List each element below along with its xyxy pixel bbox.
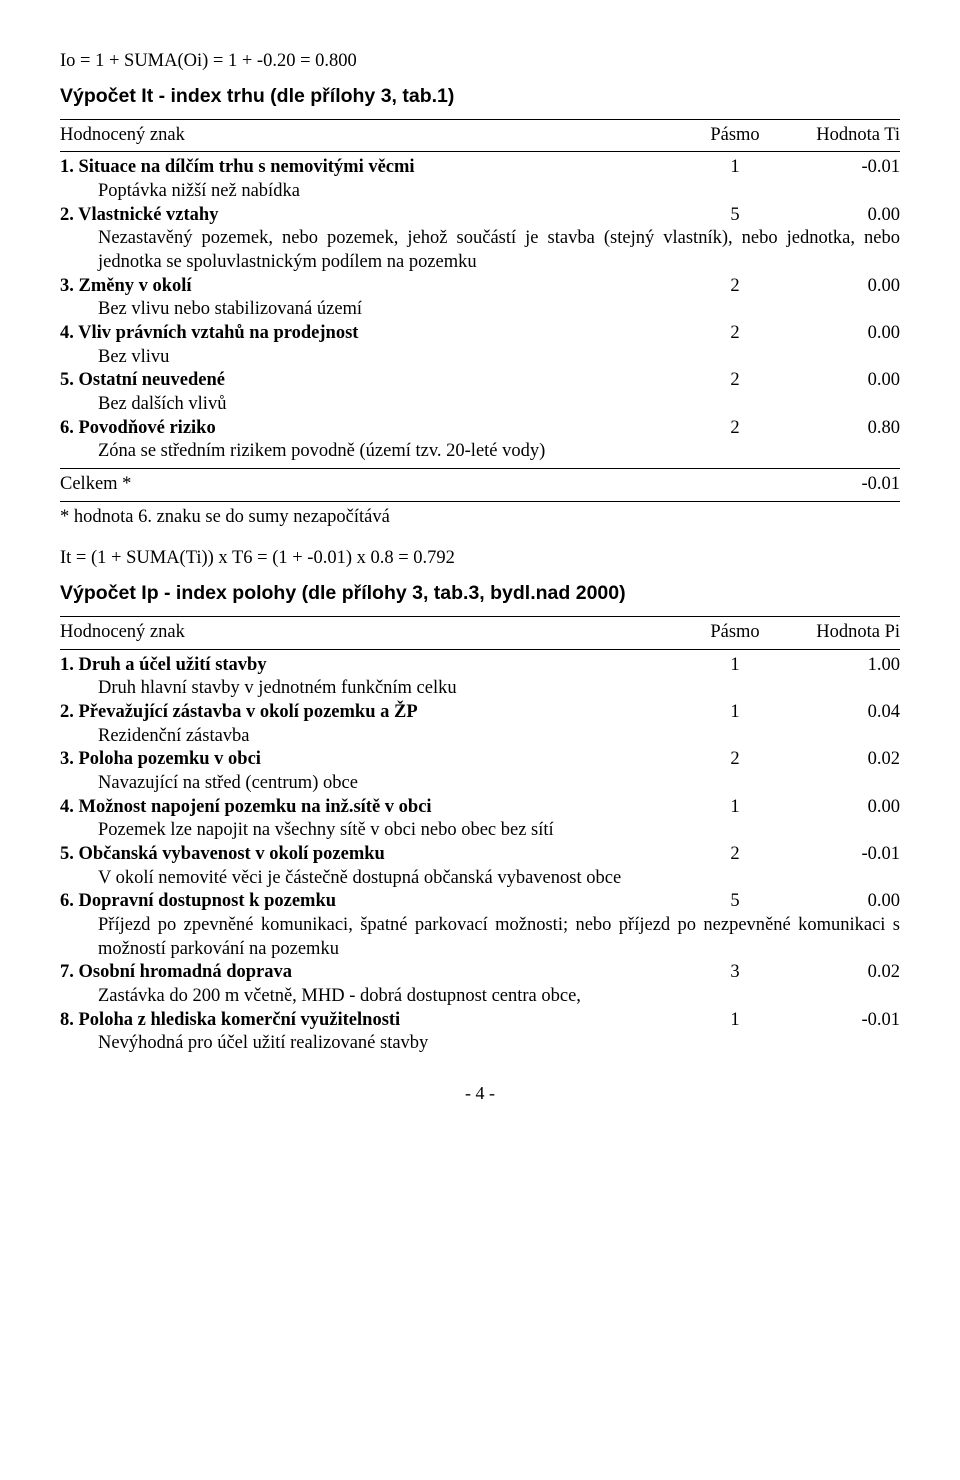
col-header-hodnota: Hodnota Ti [780,124,900,148]
ip-item: 2. Převažující zástavba v okolí pozemku … [60,701,900,748]
ip-item-value: 0.04 [780,701,900,725]
divider [60,151,900,152]
ip-item: 7. Osobní hromadná doprava 3 0.02 Zastáv… [60,961,900,1008]
ip-item: 4. Možnost napojení pozemku na inž.sítě … [60,796,900,843]
page-number: - 4 - [60,1082,900,1105]
section-ip-heading: Výpočet Ip - index polohy (dle přílohy 3… [60,581,900,606]
ip-item-band: 3 [690,961,780,985]
ip-item-title: 2. Převažující zástavba v okolí pozemku … [60,701,690,725]
it-item-sub: Bez vlivu nebo stabilizovaná území [98,298,900,322]
it-item: 2. Vlastnické vztahy 5 0.00 Nezastavěný … [60,204,900,275]
ip-item-sub: Příjezd po zpevněné komunikaci, špatné p… [98,914,900,961]
it-item-title: 1. Situace na dílčím trhu s nemovitými v… [60,156,690,180]
it-header-row: Hodnocený znak Pásmo Hodnota Ti [60,124,900,148]
it-item-title: 4. Vliv právních vztahů na prodejnost [60,322,690,346]
mid-formula: It = (1 + SUMA(Ti)) x T6 = (1 + -0.01) x… [60,547,900,571]
divider [60,649,900,650]
it-item-band: 2 [690,275,780,299]
ip-item-value: -0.01 [780,843,900,867]
ip-item-title: 6. Dopravní dostupnost k pozemku [60,890,690,914]
it-item-sub: Nezastavěný pozemek, nebo pozemek, jehož… [98,227,900,274]
it-item-band: 2 [690,322,780,346]
ip-item-band: 1 [690,1009,780,1033]
ip-item-sub: V okolí nemovité věci je částečně dostup… [98,867,900,891]
ip-item-sub: Rezidenční zástavba [98,725,900,749]
it-item-value: 0.80 [780,417,900,441]
ip-item-title: 7. Osobní hromadná doprava [60,961,690,985]
it-total-label: Celkem * [60,473,780,497]
ip-item-sub: Druh hlavní stavby v jednotném funkčním … [98,677,900,701]
col-header-znak: Hodnocený znak [60,621,690,645]
ip-item-sub: Navazující na střed (centrum) obce [98,772,900,796]
divider [60,119,900,120]
col-header-hodnota: Hodnota Pi [780,621,900,645]
it-item-value: 0.00 [780,322,900,346]
ip-item-title: 8. Poloha z hlediska komerční využitelno… [60,1009,690,1033]
it-total-row: Celkem * -0.01 [60,473,900,497]
ip-item-value: 0.00 [780,890,900,914]
it-total-value: -0.01 [780,473,900,497]
ip-item-value: 1.00 [780,654,900,678]
it-item-sub: Bez vlivu [98,346,900,370]
ip-item: 3. Poloha pozemku v obci 2 0.02 Navazují… [60,748,900,795]
ip-item-value: 0.00 [780,796,900,820]
it-item: 5. Ostatní neuvedené 2 0.00 Bez dalších … [60,369,900,416]
it-item-value: 0.00 [780,369,900,393]
it-item-title: 2. Vlastnické vztahy [60,204,690,228]
ip-item-title: 5. Občanská vybavenost v okolí pozemku [60,843,690,867]
ip-item-band: 1 [690,701,780,725]
divider [60,501,900,502]
ip-item: 8. Poloha z hlediska komerční využitelno… [60,1009,900,1056]
ip-item-sub: Pozemek lze napojit na všechny sítě v ob… [98,819,900,843]
divider [60,616,900,617]
it-total-note: * hodnota 6. znaku se do sumy nezapočítá… [60,506,900,530]
divider [60,468,900,469]
ip-item-title: 1. Druh a účel užití stavby [60,654,690,678]
ip-header-row: Hodnocený znak Pásmo Hodnota Pi [60,621,900,645]
it-item: 3. Změny v okolí 2 0.00 Bez vlivu nebo s… [60,275,900,322]
it-item-sub: Zóna se středním rizikem povodně (území … [98,440,900,464]
it-item-title: 3. Změny v okolí [60,275,690,299]
it-item-value: 0.00 [780,204,900,228]
ip-item: 6. Dopravní dostupnost k pozemku 5 0.00 … [60,890,900,961]
ip-item-value: 0.02 [780,748,900,772]
it-item-band: 1 [690,156,780,180]
ip-item-value: 0.02 [780,961,900,985]
it-item-value: -0.01 [780,156,900,180]
it-item: 4. Vliv právních vztahů na prodejnost 2 … [60,322,900,369]
it-item-title: 6. Povodňové riziko [60,417,690,441]
ip-item: 1. Druh a účel užití stavby 1 1.00 Druh … [60,654,900,701]
section-it-heading: Výpočet It - index trhu (dle přílohy 3, … [60,84,900,109]
it-item-sub: Bez dalších vlivů [98,393,900,417]
it-item-band: 2 [690,417,780,441]
it-item-value: 0.00 [780,275,900,299]
ip-item: 5. Občanská vybavenost v okolí pozemku 2… [60,843,900,890]
ip-item-band: 1 [690,796,780,820]
it-item-band: 2 [690,369,780,393]
col-header-znak: Hodnocený znak [60,124,690,148]
ip-item-sub: Zastávka do 200 m včetně, MHD - dobrá do… [98,985,900,1009]
col-header-pasmo: Pásmo [690,124,780,148]
ip-item-value: -0.01 [780,1009,900,1033]
ip-item-band: 1 [690,654,780,678]
ip-item-title: 3. Poloha pozemku v obci [60,748,690,772]
ip-item-band: 2 [690,748,780,772]
ip-item-band: 2 [690,843,780,867]
it-item-sub: Poptávka nižší než nabídka [98,180,900,204]
col-header-pasmo: Pásmo [690,621,780,645]
it-item: 6. Povodňové riziko 2 0.80 Zóna se střed… [60,417,900,464]
it-item-band: 5 [690,204,780,228]
top-formula: Io = 1 + SUMA(Oi) = 1 + -0.20 = 0.800 [60,50,900,74]
ip-item-title: 4. Možnost napojení pozemku na inž.sítě … [60,796,690,820]
ip-item-sub: Nevýhodná pro účel užití realizované sta… [98,1032,900,1056]
ip-item-band: 5 [690,890,780,914]
it-item-title: 5. Ostatní neuvedené [60,369,690,393]
it-item: 1. Situace na dílčím trhu s nemovitými v… [60,156,900,203]
